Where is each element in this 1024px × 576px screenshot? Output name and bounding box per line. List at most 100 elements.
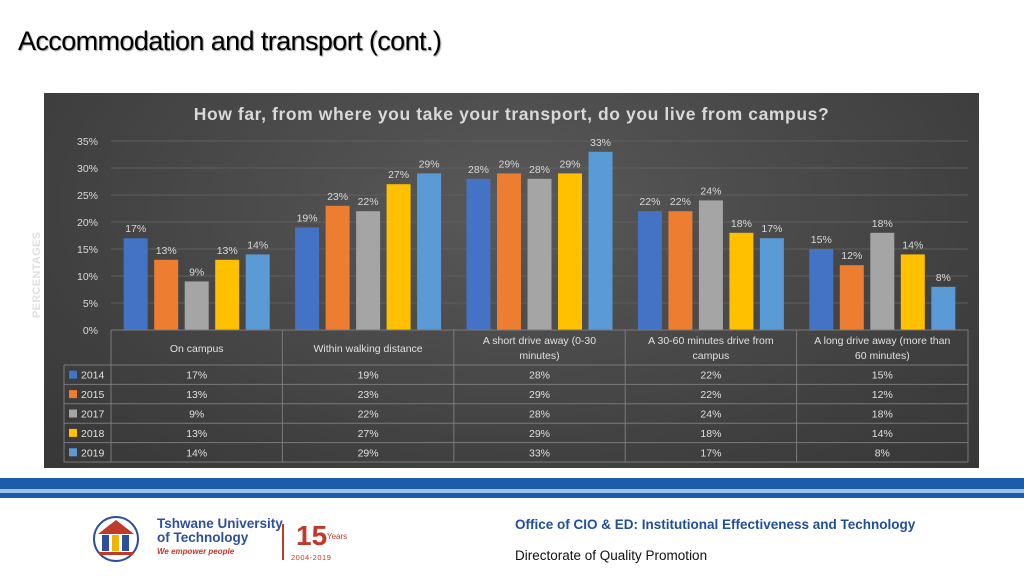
anniversary-number: 15 xyxy=(296,520,328,551)
footer-banner xyxy=(0,478,1024,498)
category-label: A short drive away (0-30 xyxy=(483,335,596,347)
table-cell: 22% xyxy=(358,409,379,421)
anniversary-word: Years xyxy=(327,532,348,541)
table-cell: 27% xyxy=(358,428,379,440)
category-label: Within walking distance xyxy=(314,343,423,355)
chart-title: How far, from where you take your transp… xyxy=(193,104,830,124)
y-tick-label: 20% xyxy=(77,217,98,229)
data-label: 19% xyxy=(297,212,318,224)
bar-2019 xyxy=(588,151,613,330)
bar-2019 xyxy=(931,286,956,330)
table-cell: 14% xyxy=(872,428,893,440)
bar-2019 xyxy=(759,238,784,330)
data-label: 29% xyxy=(419,158,440,170)
table-cell: 13% xyxy=(186,428,207,440)
legend-entry: 2017 xyxy=(81,409,105,421)
category-label: 60 minutes) xyxy=(855,350,910,362)
bar-2018 xyxy=(215,259,240,330)
data-label: 17% xyxy=(761,223,782,235)
university-name: Tshwane University of Technology xyxy=(157,516,283,545)
bar-2019 xyxy=(245,254,270,330)
bar-2018 xyxy=(386,184,411,330)
legend-key-2017 xyxy=(69,409,77,418)
table-cell: 29% xyxy=(529,428,550,440)
data-label: 28% xyxy=(468,164,489,176)
bar-2015 xyxy=(325,205,350,330)
table-cell: 19% xyxy=(358,370,379,382)
bar-2014 xyxy=(466,178,491,330)
category-label: A long drive away (more than xyxy=(814,335,950,347)
bar-2018 xyxy=(900,254,925,330)
data-label: 18% xyxy=(872,218,893,230)
bar-2014 xyxy=(295,227,320,330)
table-cell: 13% xyxy=(186,389,207,401)
y-tick-label: 35% xyxy=(77,136,98,148)
legend-key-2018 xyxy=(69,428,77,437)
bar-2014 xyxy=(637,211,662,330)
tut-logo-icon xyxy=(93,516,284,562)
directorate-name: Directorate of Quality Promotion xyxy=(515,548,708,563)
bar-2014 xyxy=(809,249,834,330)
table-cell: 28% xyxy=(529,370,550,382)
university-tagline: We empower people xyxy=(157,547,235,556)
data-label: 28% xyxy=(529,164,550,176)
y-axis-label: PERCENTAGES xyxy=(31,231,43,318)
table-cell: 9% xyxy=(189,409,204,421)
bar-2019 xyxy=(417,173,442,330)
data-label: 29% xyxy=(498,158,519,170)
category-label: A 30-60 minutes drive from xyxy=(648,335,774,347)
bar-2015 xyxy=(668,211,693,330)
y-tick-label: 10% xyxy=(77,271,98,283)
data-label: 33% xyxy=(590,137,611,149)
slide-title: Accommodation and transport (cont.) xyxy=(18,26,442,56)
data-label: 24% xyxy=(700,185,721,197)
bar-2017 xyxy=(870,232,895,330)
legend-entry: 2018 xyxy=(81,428,105,440)
table-cell: 29% xyxy=(529,389,550,401)
data-label: 13% xyxy=(217,245,238,257)
data-label: 13% xyxy=(156,245,177,257)
anniversary-span: 2004-2019 xyxy=(291,553,332,562)
data-label: 22% xyxy=(670,196,691,208)
table-cell: 23% xyxy=(358,389,379,401)
office-name: Office of CIO & ED: Institutional Effect… xyxy=(515,517,916,532)
bar-2017 xyxy=(356,211,381,330)
legend-key-2014 xyxy=(69,370,77,379)
table-cell: 29% xyxy=(358,447,379,459)
legend-entry: 2019 xyxy=(81,447,105,459)
table-cell: 15% xyxy=(872,370,893,382)
data-label: 15% xyxy=(811,234,832,246)
y-tick-label: 25% xyxy=(77,190,98,202)
bar-2014 xyxy=(123,238,148,330)
data-label: 18% xyxy=(731,218,752,230)
table-cell: 18% xyxy=(872,409,893,421)
data-label: 23% xyxy=(327,191,348,203)
category-label: campus xyxy=(693,350,730,362)
y-tick-label: 15% xyxy=(77,244,98,256)
table-cell: 14% xyxy=(186,447,207,459)
table-cell: 8% xyxy=(875,447,890,459)
data-label: 22% xyxy=(358,196,379,208)
legend-entry: 2014 xyxy=(81,370,105,382)
table-cell: 18% xyxy=(700,428,721,440)
data-label: 9% xyxy=(189,266,204,278)
legend-entry: 2015 xyxy=(81,389,105,401)
bar-2015 xyxy=(497,173,521,330)
table-cell: 17% xyxy=(186,370,207,382)
bar-2017 xyxy=(527,178,552,330)
data-label: 12% xyxy=(841,250,862,262)
table-cell: 24% xyxy=(700,409,721,421)
y-tick-label: 30% xyxy=(77,163,98,175)
table-cell: 22% xyxy=(700,389,721,401)
data-label: 17% xyxy=(125,223,146,235)
data-label: 8% xyxy=(936,272,951,284)
chart-panel: 0% 5% 10% 15% 20% 25% 30% 35% 17% 13% 9% 13% 14% 19% 2… xyxy=(31,93,979,468)
y-tick-label: 5% xyxy=(83,298,98,310)
data-label: 22% xyxy=(639,196,660,208)
bar-2017 xyxy=(184,281,209,330)
bar-chart: 0% 5% 10% 15% 20% 25% 30% 35% 17% 13% 9% 13% 14% 19% 2… xyxy=(63,136,969,463)
data-label: 14% xyxy=(902,239,923,251)
table-cell: 17% xyxy=(700,447,721,459)
table-cell: 33% xyxy=(529,447,550,459)
data-label: 14% xyxy=(247,239,268,251)
